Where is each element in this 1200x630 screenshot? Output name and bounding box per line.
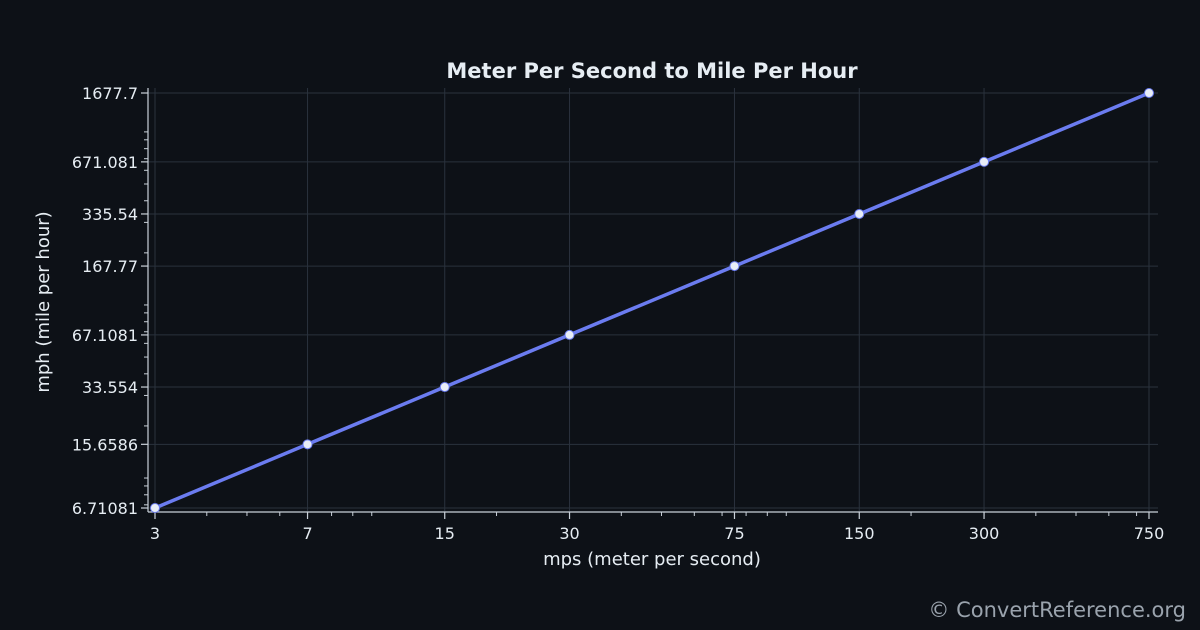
x-tick-label: 750	[1134, 524, 1165, 543]
x-axis-ticks: 3 7 15 30 75 150 300 750	[150, 512, 1164, 543]
y-axis-label: mph (mile per hour)	[33, 211, 54, 392]
chart-title: Meter Per Second to Mile Per Hour	[446, 59, 858, 83]
data-point	[1144, 88, 1154, 98]
grid-lines	[148, 88, 1158, 512]
x-tick-label: 75	[724, 524, 744, 543]
y-tick-label: 15.6586	[72, 435, 138, 454]
y-axis-ticks: 6.71081 15.6586 33.554 67.1081 167.77 335.54 6…	[72, 84, 148, 518]
x-tick-label: 15	[435, 524, 455, 543]
data-point	[854, 208, 865, 219]
y-tick-label: 167.77	[82, 257, 138, 276]
y-tick-label: 6.71081	[72, 499, 138, 518]
data-point	[729, 261, 740, 272]
y-tick-label: 671.081	[72, 153, 138, 172]
data-point	[439, 382, 450, 393]
series-layer	[150, 88, 1154, 513]
data-point	[302, 439, 313, 450]
data-point	[564, 329, 575, 340]
x-tick-label: 150	[844, 524, 875, 543]
x-tick-label: 30	[559, 524, 579, 543]
x-tick-label: 300	[969, 524, 1000, 543]
x-axis-label: mps (meter per second)	[543, 549, 761, 570]
x-tick-label: 3	[150, 524, 160, 543]
y-tick-label: 33.554	[82, 378, 138, 397]
series-line	[153, 91, 1151, 510]
y-tick-label: 1677.7	[82, 84, 138, 103]
y-tick-label: 335.54	[82, 205, 138, 224]
data-point	[150, 503, 160, 513]
data-point	[979, 156, 990, 167]
y-tick-label: 67.1081	[72, 326, 138, 345]
x-tick-label: 7	[302, 524, 312, 543]
watermark-credit: © ConvertReference.org	[928, 598, 1186, 622]
